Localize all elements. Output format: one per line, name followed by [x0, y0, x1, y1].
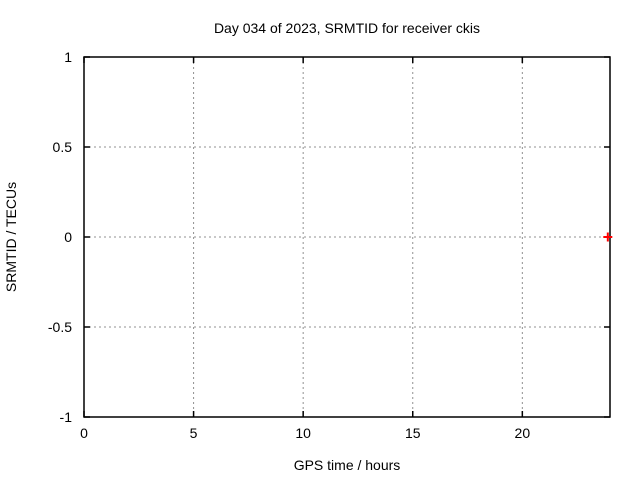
x-tick-label: 20	[515, 425, 531, 441]
y-tick-label: 1	[64, 49, 72, 65]
y-tick-label: -0.5	[48, 319, 72, 335]
x-tick-label: 15	[405, 425, 421, 441]
x-axis-label: GPS time / hours	[294, 457, 401, 473]
y-tick-label: 0	[64, 229, 72, 245]
y-axis-label: SRMTID / TECUs	[3, 182, 19, 292]
x-tick-label: 10	[295, 425, 311, 441]
y-tick-label: 0.5	[53, 139, 73, 155]
y-tick-label: -1	[60, 409, 73, 425]
plot-border	[83, 56, 611, 418]
x-tick-label: 0	[80, 425, 88, 441]
chart-title: Day 034 of 2023, SRMTID for receiver cki…	[214, 20, 480, 36]
x-tick-label: 5	[190, 425, 198, 441]
